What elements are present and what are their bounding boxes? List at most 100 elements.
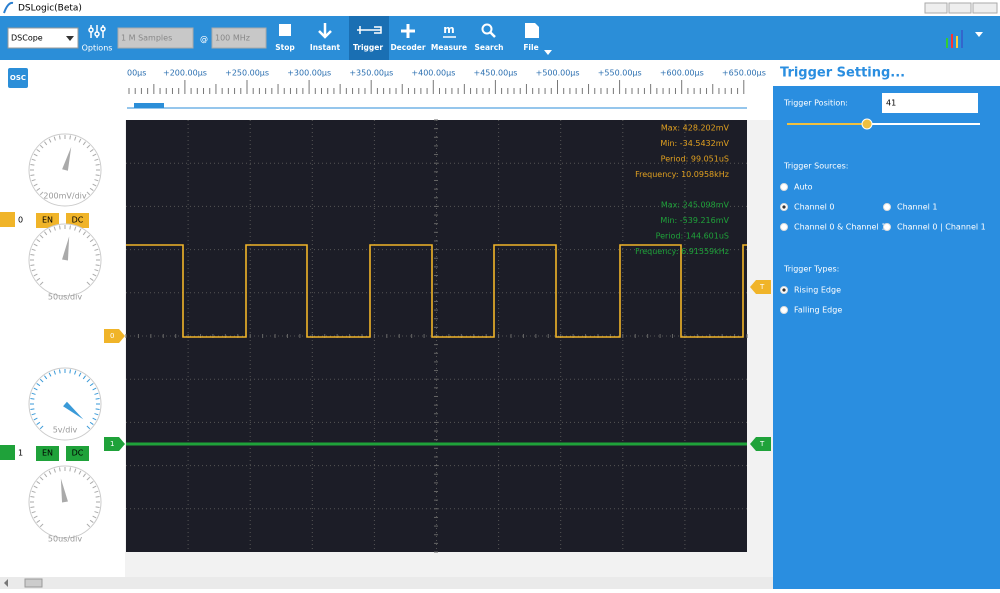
dial-tick [31,158,36,161]
rate-value: 100 MHz [215,34,250,43]
radio-button[interactable] [780,223,788,231]
dial-tick [74,468,77,473]
dial-tick [39,378,44,383]
dial-tick [92,485,97,489]
dial-tick [33,485,38,489]
dial-tick [94,511,99,514]
en-button[interactable] [36,446,59,461]
radio-button[interactable] [883,223,891,231]
dial-tick [95,506,100,508]
toolbar-button-label[interactable]: Decoder [390,43,425,52]
dial-tick [95,164,100,166]
horizontal-scrollbar[interactable] [0,577,773,589]
dial-tick [30,496,35,498]
dial-tick [30,254,35,256]
measurement: Period: 99.051uS [661,155,729,164]
minimize-button[interactable] [924,2,948,14]
dial-tick [31,392,36,395]
dropdown-arrow [66,36,74,41]
radio-button[interactable] [780,183,788,191]
dial-tick [94,392,99,395]
toolbar-button-label[interactable]: Measure [431,43,467,52]
ruler-label: +200.00µs [163,69,207,78]
dial-tick [86,191,91,196]
en-button[interactable] [36,213,59,228]
en-label: EN [42,449,53,458]
dial-tick [33,515,38,519]
dial-tick [78,470,82,475]
dial-tick [92,515,97,519]
dial-tick [78,372,82,377]
time-label: 50us/div [48,293,82,302]
samples-value: 1 M Samples [121,34,172,43]
device-select[interactable] [7,27,79,49]
dial-tick [36,277,41,281]
dial-tick [82,375,86,380]
channel-0-marker[interactable] [104,329,125,343]
dial-tick [31,179,36,182]
dial-tick [39,191,44,196]
trigger-panel [773,60,1000,589]
trigger-0-marker[interactable] [750,280,771,294]
toolbar-button-label[interactable]: Stop [275,43,295,52]
active-tab [349,16,389,60]
toolbar-button-label[interactable]: Search [474,43,503,52]
dial-tick [74,370,77,375]
channel-1-marker[interactable] [104,437,125,451]
dial-tick [39,425,44,430]
ruler-label: +500.00µs [536,69,580,78]
dc-button[interactable] [66,446,89,461]
dial-tick [30,506,35,508]
dial-tick [95,254,100,256]
channel-color [0,445,15,460]
window-title: DSLogic(Beta) [18,4,82,14]
ruler-label: +400.00µs [411,69,455,78]
view-indicator[interactable] [134,103,164,108]
trigger-header [773,60,1000,86]
dial-tick [44,231,48,236]
scroll-left[interactable] [4,579,8,587]
dial-tick [30,408,35,410]
dial-tick [78,228,82,233]
samples-input[interactable] [117,27,194,49]
trigger-1-marker[interactable] [750,437,771,451]
radio-button[interactable] [780,306,788,314]
plot-grid [125,119,748,553]
dial-tick [59,225,61,230]
dial-tick [33,243,38,247]
dial-tick [69,467,71,472]
device-name: DSCope [11,34,43,43]
dial-tick [92,243,97,247]
dial-tick [95,174,100,176]
dial-tick [39,234,44,239]
dial-tick [33,417,38,421]
dial-tick [36,239,41,243]
close-button[interactable] [972,2,998,14]
dial-tick [53,226,56,231]
position-slider-handle[interactable] [861,118,873,130]
position-input[interactable] [882,93,978,113]
toolbar-icons: m [279,23,552,55]
radio-button[interactable] [883,203,891,211]
dial-tick [39,476,44,481]
scroll-thumb[interactable] [24,578,43,588]
dial-tick [39,523,44,528]
toolbar-button-label[interactable]: File [523,43,538,52]
radio-label: Falling Edge [794,306,842,315]
rate-input[interactable] [211,27,267,49]
maximize-button[interactable] [948,2,972,14]
osc-button[interactable] [8,68,28,88]
dial-tick [92,153,97,157]
options-icon [88,25,106,38]
toolbar-button-label[interactable]: Instant [310,43,341,52]
scale-label: 5v/div [53,426,78,435]
channel-0-waveform [126,244,747,338]
dc-label: DC [72,449,84,458]
channel-controls: 200mV/div 0 EN DC 50us/div 5v/div 1 EN DC 50us/di… [0,133,102,544]
radio-label: Channel 0 & Channel 1 [794,223,886,232]
dial-tick [36,383,41,387]
dial-tick [92,417,97,421]
options-label[interactable]: Options [82,44,113,53]
toolbar-button-label[interactable]: Trigger [353,43,383,52]
